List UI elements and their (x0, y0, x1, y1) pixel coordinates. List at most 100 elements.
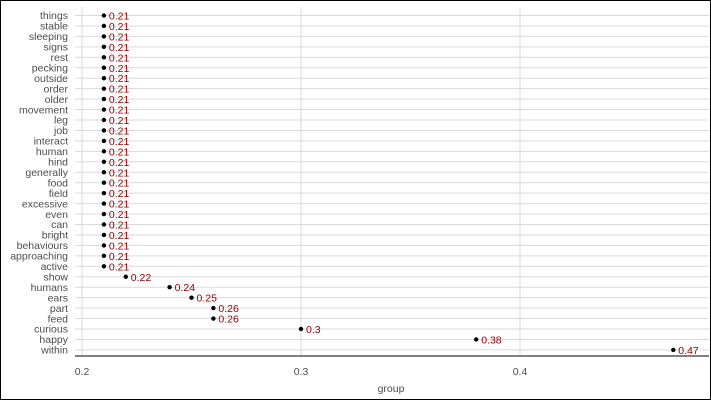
data-point (671, 347, 676, 353)
x-tick-label: 0.2 (75, 366, 90, 378)
data-label: 0.21 (109, 31, 130, 43)
data-label: 0.21 (109, 230, 130, 242)
y-tick-label: hind (48, 157, 68, 169)
y-tick-label: signs (43, 42, 68, 54)
data-point (211, 316, 216, 321)
data-label: 0.21 (109, 84, 130, 96)
data-label: 0.21 (109, 209, 130, 221)
y-tick-label: things (40, 10, 68, 22)
data-label: 0.47 (678, 345, 699, 357)
data-label: 0.21 (109, 11, 130, 23)
data-label: 0.21 (109, 105, 130, 117)
y-tick-label: show (43, 271, 68, 283)
data-point (167, 285, 172, 290)
data-label: 0.21 (109, 136, 130, 148)
y-tick-label: approaching (10, 251, 68, 263)
y-tick-label: within (40, 345, 68, 357)
data-label: 0.21 (109, 42, 130, 54)
y-tick-label: happy (39, 334, 68, 346)
x-tick-label: 0.4 (513, 366, 528, 378)
data-point (101, 44, 107, 50)
data-label: 0.22 (131, 272, 152, 284)
y-tick-label: human (36, 146, 68, 158)
y-tick-label: ears (48, 292, 68, 304)
y-tick-label: bright (42, 230, 68, 242)
data-point (101, 65, 107, 70)
data-point (101, 107, 107, 112)
data-point (101, 96, 107, 102)
y-tick-label: behaviours (17, 240, 68, 252)
data-point (101, 34, 107, 39)
y-tick-label: sleeping (29, 31, 68, 43)
y-tick-label: leg (54, 115, 68, 127)
y-tick-label: stable (40, 21, 68, 33)
data-label: 0.21 (109, 220, 130, 232)
y-tick-label: pecking (32, 62, 68, 74)
data-point (211, 305, 216, 311)
data-point (189, 295, 194, 300)
y-tick-label: even (45, 209, 68, 221)
data-label: 0.21 (109, 125, 130, 137)
x-tick-label: 0.3 (294, 366, 309, 378)
data-label: 0.21 (109, 52, 130, 64)
data-point (101, 201, 107, 206)
y-axis-labels: thingsstablesleepingsignsrestpeckingouts… (10, 10, 69, 356)
data-label: 0.21 (109, 188, 130, 200)
data-point (101, 76, 107, 81)
data-label: 0.21 (109, 178, 130, 190)
data-label: 0.21 (109, 157, 130, 169)
data-point (101, 180, 107, 185)
data-label: 0.26 (218, 303, 239, 315)
data-label: 0.21 (109, 167, 130, 179)
x-axis: 0.2 0.3 0.4 (75, 355, 709, 378)
data-label: 0.21 (109, 240, 130, 252)
y-tick-label: interact (34, 136, 69, 148)
data-point (101, 264, 107, 269)
data-point (123, 274, 128, 279)
data-points: 0.210.210.210.210.210.210.210.210.210.21… (101, 11, 699, 357)
y-tick-label: humans (31, 282, 68, 294)
data-label: 0.21 (109, 21, 130, 33)
data-point (101, 222, 107, 227)
y-tick-label: active (41, 261, 69, 273)
y-tick-label: excessive (22, 198, 68, 210)
data-label: 0.26 (218, 314, 239, 326)
y-tick-label: curious (34, 324, 68, 336)
y-tick-label: older (45, 94, 69, 106)
data-point (101, 55, 107, 60)
y-tick-label: part (50, 303, 68, 315)
data-label: 0.21 (109, 261, 130, 273)
data-point (101, 138, 107, 144)
data-label: 0.21 (109, 94, 130, 106)
data-label: 0.21 (109, 115, 130, 127)
y-tick-label: field (49, 188, 68, 200)
data-label: 0.38 (481, 334, 502, 346)
x-axis-title: group (378, 383, 405, 395)
data-point (101, 190, 107, 196)
data-point (101, 128, 107, 133)
y-tick-label: food (48, 177, 69, 189)
data-label: 0.21 (109, 199, 130, 211)
y-tick-label: job (53, 125, 68, 137)
data-label: 0.24 (175, 282, 196, 294)
y-tick-label: rest (50, 52, 68, 64)
data-point (101, 86, 107, 91)
data-point (101, 211, 107, 217)
y-tick-label: outside (34, 73, 68, 85)
data-point (298, 326, 304, 332)
y-tick-label: order (43, 83, 68, 95)
data-point (101, 232, 107, 238)
data-point (101, 243, 107, 248)
y-tick-label: can (51, 219, 68, 231)
data-point (101, 13, 107, 18)
y-tick-label: movement (19, 104, 68, 116)
data-label: 0.21 (109, 146, 130, 158)
data-point (101, 149, 107, 154)
data-label: 0.21 (109, 73, 130, 85)
data-point (101, 170, 107, 175)
y-tick-label: generally (25, 167, 68, 179)
y-tick-label: feed (48, 313, 69, 325)
data-label: 0.25 (197, 293, 218, 305)
data-point (101, 159, 107, 164)
